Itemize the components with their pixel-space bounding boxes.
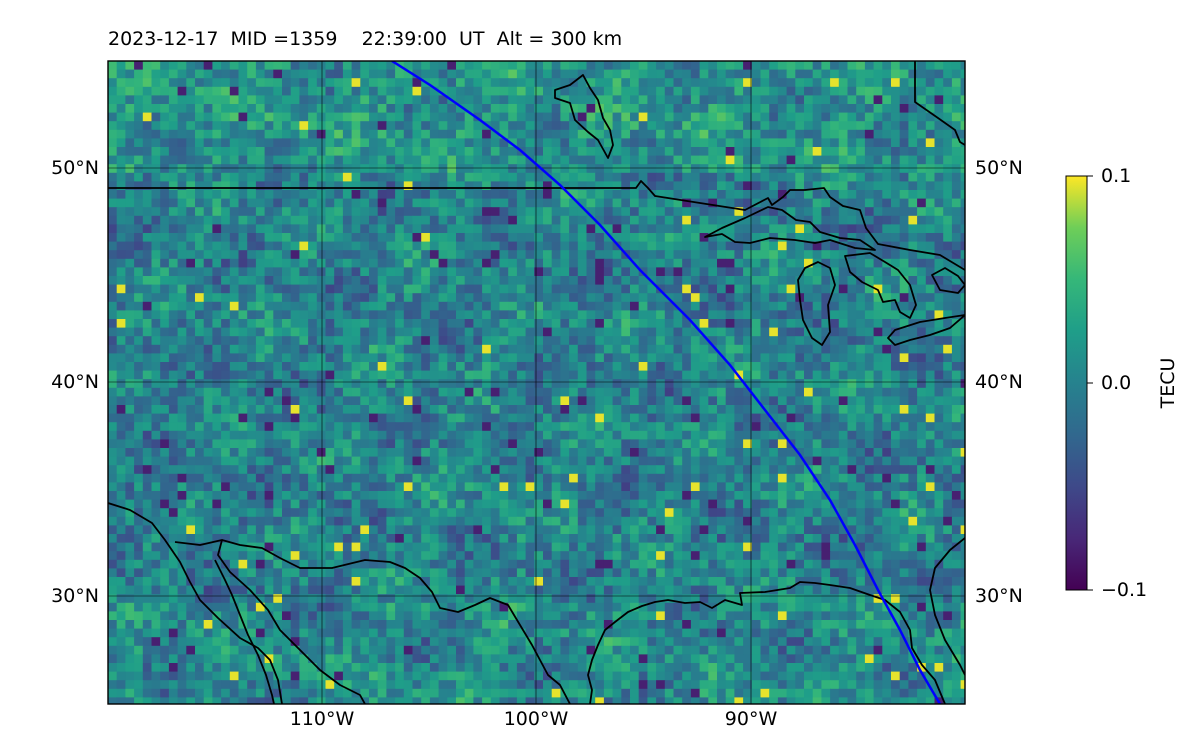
atlantic-coast-florida [929, 537, 965, 676]
plot-title: 2023-12-17 MID =1359 22:39:00 UT Alt = 3… [108, 28, 623, 50]
lake-huron [844, 252, 917, 319]
lon-label-100w: 100°W [503, 708, 569, 730]
colorbar-tick-label-min: −0.1 [1101, 579, 1148, 601]
baja-peninsula [214, 559, 275, 704]
lake-winnipeg-island [554, 74, 614, 159]
satellite-track [391, 61, 942, 704]
graticule [108, 61, 965, 704]
lake-ontario [931, 267, 965, 294]
pacific-coast [108, 502, 283, 704]
lon-label-110w: 110°W [289, 708, 355, 730]
hudson-bay-coast [914, 61, 965, 146]
coastlines-and-borders [108, 61, 965, 704]
gulf-coast-texas [587, 581, 946, 704]
colorbar [1065, 175, 1093, 591]
lake-michigan [797, 261, 836, 346]
colorbar-tick-label-zero: 0.0 [1101, 372, 1132, 394]
lake-erie [887, 314, 965, 346]
lat-label-left-50: 50°N [51, 157, 99, 179]
lake-superior [704, 206, 876, 251]
tec-heatmap [108, 61, 965, 704]
lat-label-right-30: 30°N [975, 585, 1023, 607]
lat-label-right-40: 40°N [975, 371, 1023, 393]
lon-label-90w: 90°W [724, 708, 778, 730]
lat-label-left-40: 40°N [51, 371, 99, 393]
lat-label-left-30: 30°N [51, 585, 99, 607]
us-mexico-border [221, 539, 571, 704]
lat-label-right-50: 50°N [975, 157, 1023, 179]
us-canada-border [108, 180, 965, 271]
colorbar-gradient [1065, 175, 1088, 591]
map-panel [107, 60, 966, 705]
colorbar-tick-label-max: 0.1 [1101, 165, 1132, 187]
colorbar-label: TECU [1157, 357, 1179, 409]
map-frame [107, 60, 966, 705]
